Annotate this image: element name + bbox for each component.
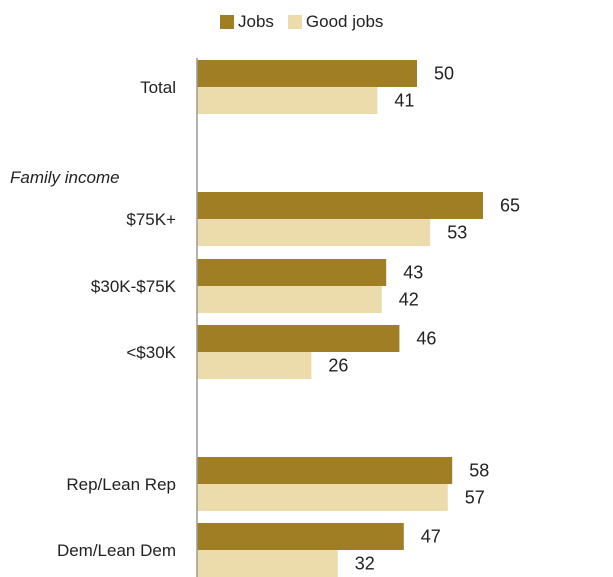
bar-good-jobs-30k — [197, 352, 312, 379]
category-label-75k: $75K+ — [126, 210, 176, 229]
legend-item-jobs: Jobs — [220, 12, 274, 32]
value-label-jobs-dem-lean-dem: 47 — [421, 527, 441, 547]
bar-jobs-dem-lean-dem — [197, 523, 404, 550]
legend-swatch-jobs — [220, 15, 234, 29]
bar-good-jobs-dem-lean-dem — [197, 550, 338, 577]
value-label-good-jobs-dem-lean-dem: 32 — [355, 554, 375, 574]
category-label-30k: <$30K — [126, 343, 176, 362]
legend-swatch-good-jobs — [287, 15, 302, 29]
bars-layer — [197, 60, 483, 577]
legend: Jobs Good jobs — [220, 12, 397, 32]
category-label-30k-75k: $30K-$75K — [91, 277, 177, 296]
category-label-dem-lean-dem: Dem/Lean Dem — [57, 541, 176, 560]
bar-jobs-75k — [197, 192, 483, 219]
value-label-good-jobs-total: 41 — [394, 91, 414, 111]
bar-good-jobs-rep-lean-rep — [197, 484, 448, 511]
group-label-family-income: Family income — [10, 168, 120, 187]
category-label-rep-lean-rep: Rep/Lean Rep — [66, 475, 176, 494]
value-label-jobs-30k: 46 — [416, 329, 436, 349]
bar-good-jobs-75k — [197, 219, 431, 246]
value-label-jobs-30k-75k: 43 — [403, 263, 423, 283]
value-label-jobs-rep-lean-rep: 58 — [469, 461, 489, 481]
bar-good-jobs-30k-75k — [197, 286, 382, 313]
bar-jobs-total — [197, 60, 417, 87]
bar-jobs-30k — [197, 325, 400, 352]
bar-jobs-30k-75k — [197, 259, 387, 286]
value-label-jobs-total: 50 — [434, 64, 454, 84]
labels-layer: 50 41 Total 65 53 $75K+ 43 42 $30K-$75K 46 26 <$30K… — [10, 64, 520, 574]
value-label-good-jobs-30k: 26 — [328, 356, 348, 376]
category-label-total: Total — [140, 78, 176, 97]
legend-label-jobs: Jobs — [238, 12, 274, 31]
value-label-good-jobs-75k: 53 — [447, 223, 467, 243]
bar-good-jobs-total — [197, 87, 378, 114]
legend-item-good-jobs: Good jobs — [287, 12, 384, 32]
value-label-good-jobs-rep-lean-rep: 57 — [465, 488, 485, 508]
legend-label-good-jobs: Good jobs — [305, 12, 384, 31]
bar-jobs-rep-lean-rep — [197, 457, 453, 484]
value-label-good-jobs-30k-75k: 42 — [399, 290, 419, 310]
value-label-jobs-75k: 65 — [500, 196, 520, 216]
